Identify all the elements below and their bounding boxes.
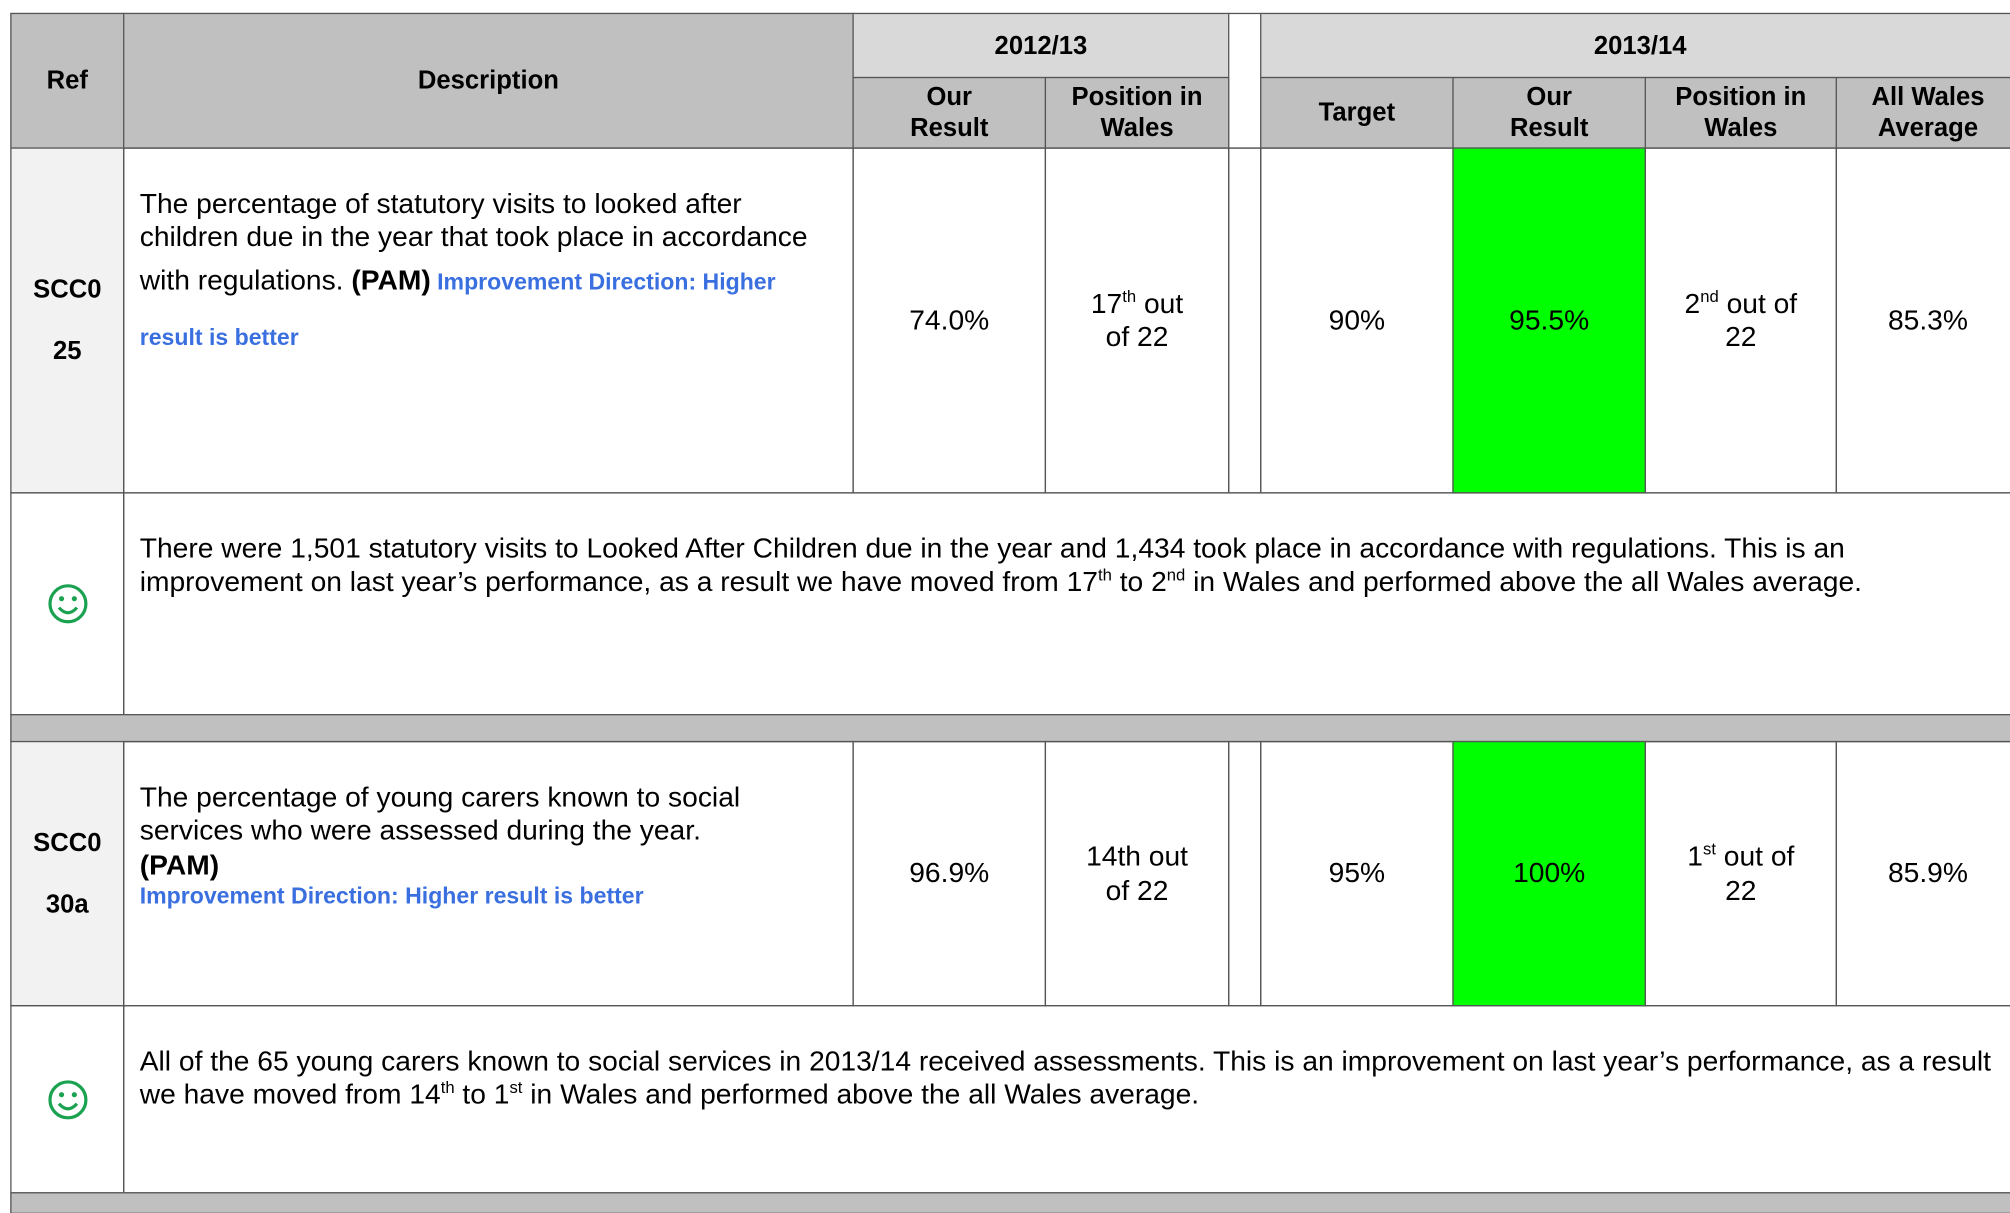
- column-header: Our Result: [1452, 76, 1646, 149]
- column-header: Our Result: [852, 76, 1047, 149]
- comment: All of the 65 young carers known to soci…: [140, 1045, 2009, 1113]
- header-text: All Wales Average: [1871, 83, 1985, 143]
- description: The percentage of young carers known to …: [140, 781, 840, 912]
- result-cell: 74.0%: [852, 147, 1047, 494]
- header-text: Position in Wales: [1071, 83, 1203, 143]
- position-cell: 2nd out of 22: [1644, 147, 1837, 494]
- ordinal-suffix: st: [1702, 839, 1716, 859]
- average-cell: 85.9%: [1835, 740, 2010, 1007]
- description: The percentage of statutory visits to lo…: [140, 187, 840, 365]
- position-number: 2: [1684, 286, 1701, 319]
- position-text: 14th out of 22: [1086, 839, 1189, 906]
- spacer-cell: [1228, 740, 1262, 1007]
- average-text: 85.3%: [1887, 303, 1968, 336]
- ordinal-suffix: nd: [1166, 565, 1186, 585]
- ordinal-suffix: th: [1122, 286, 1137, 306]
- separator-row: [10, 714, 2010, 743]
- comment-text: in Wales and performed above the all Wal…: [1185, 565, 1862, 598]
- comment-text: to 2: [1111, 565, 1167, 598]
- description-text: The percentage of young carers known to …: [139, 780, 741, 847]
- year-header: 2012/13: [852, 12, 1230, 79]
- comment-text: All of the 65 young carers known to soci…: [139, 1044, 1991, 1111]
- spacer-cell: [1228, 147, 1262, 494]
- comment-text: in Wales and performed above the all Wal…: [522, 1078, 1200, 1111]
- description-text: The percentage of statutory visits to lo…: [139, 187, 808, 296]
- ref-header: Ref: [10, 12, 125, 149]
- position-cell: 17th out of 22: [1044, 147, 1230, 494]
- column-header: Position in Wales: [1044, 76, 1230, 149]
- improvement-direction: Improvement Direction: Higher result is …: [139, 268, 776, 350]
- position-number: 17: [1090, 286, 1123, 319]
- position: 14th out of 22: [1079, 840, 1194, 908]
- position-cell: 1st out of 22: [1644, 740, 1837, 1007]
- comment-text: There were 1,501 statutory visits to Loo…: [139, 531, 1845, 598]
- position-number: 1: [1687, 839, 1703, 872]
- header-text: Target: [1318, 98, 1396, 127]
- header-text: Our Result: [1509, 83, 1589, 143]
- header-text: Our Result: [910, 83, 989, 143]
- target-cell: 95%: [1260, 740, 1454, 1007]
- header-text: Description: [417, 66, 559, 95]
- position: 1st out of 22: [1683, 840, 1798, 908]
- target-cell: 90%: [1260, 147, 1454, 494]
- comment-cell: There were 1,501 statutory visits to Loo…: [123, 492, 2010, 716]
- description-cell: The percentage of statutory visits to lo…: [123, 147, 854, 494]
- smiley-icon: [47, 1079, 87, 1119]
- result-text: 95.5%: [1509, 303, 1590, 336]
- icon-cell: [10, 492, 125, 716]
- average-text: 85.9%: [1887, 856, 1968, 889]
- spacer-cell: [1228, 12, 1262, 149]
- ordinal-suffix: th: [1097, 565, 1112, 585]
- column-header: Position in Wales: [1644, 76, 1837, 149]
- position-cell: 14th out of 22: [1044, 740, 1230, 1007]
- comment-cell: All of the 65 young carers known to soci…: [123, 1005, 2010, 1194]
- column-header: Target: [1260, 76, 1454, 149]
- ref-text: SCC0: [33, 275, 102, 304]
- ordinal-suffix: nd: [1700, 286, 1719, 306]
- improvement-direction: Improvement Direction: Higher result is …: [139, 883, 644, 910]
- ordinal-suffix: st: [509, 1078, 523, 1098]
- result-cell: 100%: [1452, 740, 1646, 1007]
- ref-cell: SCC0 30a: [10, 740, 125, 1007]
- result-text: 100%: [1513, 856, 1586, 889]
- ordinal-suffix: th: [440, 1078, 455, 1098]
- ref-text: SCC0: [33, 828, 102, 857]
- header-text: 2012/13: [994, 31, 1088, 60]
- result-text: 96.9%: [909, 856, 990, 889]
- separator-row: [10, 1192, 2010, 1213]
- comment-text: to 1: [454, 1078, 510, 1111]
- header-text: Ref: [46, 66, 88, 95]
- ref-text: 25: [53, 337, 82, 366]
- pam-label: (PAM): [351, 263, 431, 296]
- target-text: 95%: [1328, 856, 1386, 889]
- position-rest: out of 22: [1718, 286, 1798, 353]
- result-text: 74.0%: [909, 303, 990, 336]
- comment: There were 1,501 statutory visits to Loo…: [140, 532, 2009, 600]
- average-cell: 85.3%: [1835, 147, 2010, 494]
- result-cell: 95.5%: [1452, 147, 1646, 494]
- header-text: Position in Wales: [1675, 83, 1807, 143]
- column-header: All Wales Average: [1835, 76, 2010, 149]
- target-text: 90%: [1328, 303, 1386, 336]
- result-cell: 96.9%: [852, 740, 1047, 1007]
- position: 2nd out of 22: [1683, 287, 1798, 355]
- description-cell: The percentage of young carers known to …: [123, 740, 854, 1007]
- position: 17th out of 22: [1079, 287, 1194, 355]
- description-header: Description: [123, 12, 854, 149]
- icon-cell: [10, 1005, 125, 1194]
- ref-text: 30a: [45, 890, 89, 919]
- header-text: 2013/14: [1593, 31, 1687, 60]
- position-rest: out of 22: [1715, 839, 1795, 906]
- year-header: 2013/14: [1260, 12, 2010, 79]
- pam-label: (PAM): [139, 848, 220, 881]
- position-rest: out of 22: [1105, 286, 1184, 353]
- smiley-icon: [47, 584, 87, 624]
- ref-cell: SCC0 25: [10, 147, 125, 494]
